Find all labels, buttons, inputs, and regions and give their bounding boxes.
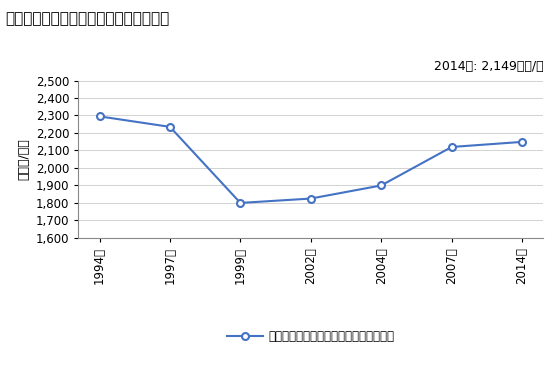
Text: 2014年: 2,149万円/人: 2014年: 2,149万円/人	[433, 60, 543, 72]
商業の従業者一人当たり年間商品販売額	[166, 125, 173, 129]
商業の従業者一人当たり年間商品販売額	[378, 183, 385, 188]
Y-axis label: ［万円/人］: ［万円/人］	[17, 138, 30, 180]
商業の従業者一人当たり年間商品販売額	[237, 201, 244, 205]
商業の従業者一人当たり年間商品販売額	[307, 196, 314, 201]
Legend: 商業の従業者一人当たり年間商品販売額: 商業の従業者一人当たり年間商品販売額	[222, 326, 399, 348]
Text: 商業の従業者一人当たり年間商品販売額: 商業の従業者一人当たり年間商品販売額	[6, 11, 170, 26]
商業の従業者一人当たり年間商品販売額	[96, 114, 103, 119]
商業の従業者一人当たり年間商品販売額	[519, 140, 525, 144]
商業の従業者一人当たり年間商品販売額	[449, 145, 455, 149]
Line: 商業の従業者一人当たり年間商品販売額: 商業の従業者一人当たり年間商品販売額	[96, 113, 525, 206]
